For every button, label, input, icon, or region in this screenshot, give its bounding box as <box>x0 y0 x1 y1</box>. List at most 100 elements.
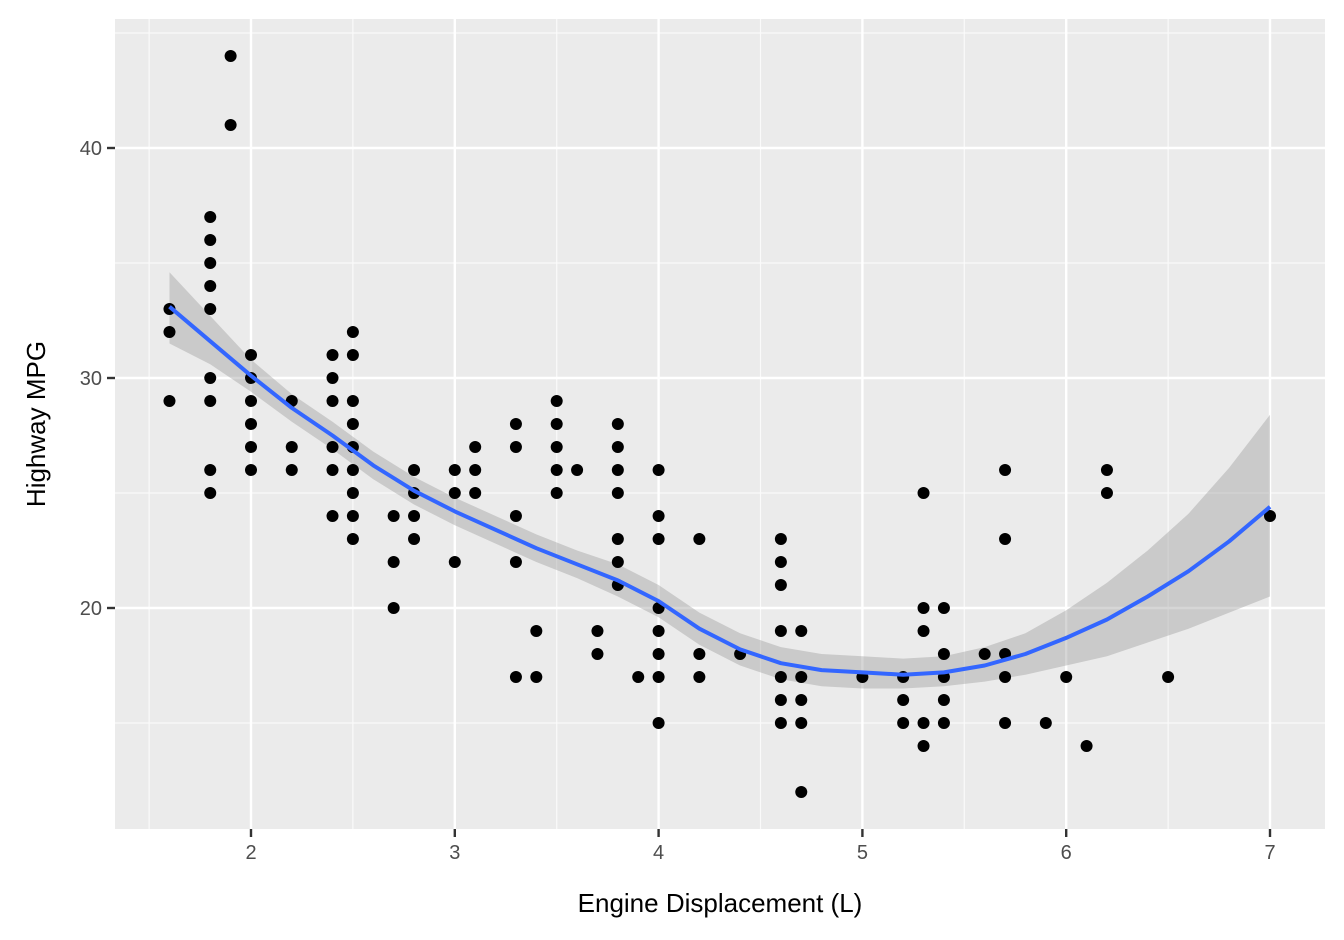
data-point <box>346 349 359 361</box>
x-tick-label: 2 <box>245 842 256 864</box>
x-axis-title: Engine Displacement (L) <box>578 888 863 918</box>
data-point <box>224 50 237 62</box>
data-point <box>937 648 950 660</box>
data-point <box>550 487 563 499</box>
data-point <box>204 303 217 315</box>
data-point <box>326 441 339 453</box>
data-point <box>693 533 706 545</box>
loess-line <box>168 305 1272 677</box>
data-point <box>774 694 787 706</box>
data-point <box>346 487 359 499</box>
data-point <box>917 602 930 614</box>
data-point <box>611 464 624 476</box>
data-point <box>937 694 950 706</box>
data-point <box>408 533 421 545</box>
data-point <box>530 671 543 683</box>
data-point <box>550 395 563 407</box>
data-point <box>204 234 217 246</box>
data-point <box>326 372 339 384</box>
data-point <box>1100 464 1113 476</box>
data-point <box>550 418 563 430</box>
data-point <box>937 717 950 729</box>
data-point <box>387 602 400 614</box>
data-point <box>163 326 176 338</box>
data-point <box>550 441 563 453</box>
data-point <box>917 740 930 752</box>
data-point <box>795 694 808 706</box>
data-point <box>632 671 645 683</box>
data-point <box>611 556 624 568</box>
data-point <box>652 510 665 522</box>
data-point <box>326 395 339 407</box>
data-point <box>245 395 257 407</box>
data-point <box>774 671 787 683</box>
data-point <box>1162 671 1175 683</box>
data-point <box>611 487 624 499</box>
data-point <box>1080 740 1093 752</box>
data-point <box>652 464 665 476</box>
data-point <box>509 418 522 430</box>
data-point <box>897 717 910 729</box>
confidence-ribbon <box>169 272 1270 689</box>
data-point <box>326 464 339 476</box>
data-point <box>774 556 787 568</box>
data-point <box>978 648 991 660</box>
data-point <box>530 625 543 637</box>
data-point <box>999 464 1012 476</box>
data-point <box>611 441 624 453</box>
data-point <box>509 556 522 568</box>
data-point <box>448 487 461 499</box>
x-axis: 2 3 4 5 6 7 <box>245 829 1276 864</box>
data-point <box>652 533 665 545</box>
data-point <box>652 717 665 729</box>
y-tick-label: 40 <box>80 138 102 160</box>
data-point <box>448 464 461 476</box>
data-point <box>652 625 665 637</box>
data-point <box>611 418 624 430</box>
data-point <box>611 533 624 545</box>
y-tick-label: 30 <box>80 368 102 390</box>
data-point <box>469 441 482 453</box>
data-point <box>204 257 217 269</box>
data-point <box>204 372 217 384</box>
data-point <box>346 464 359 476</box>
x-tick-label: 4 <box>653 842 664 864</box>
x-tick-label: 7 <box>1264 842 1275 864</box>
x-tick-label: 5 <box>857 842 868 864</box>
data-point <box>917 717 930 729</box>
data-point <box>469 487 482 499</box>
data-point <box>550 464 563 476</box>
data-point <box>652 671 665 683</box>
data-point <box>652 648 665 660</box>
data-point <box>245 441 257 453</box>
data-point <box>408 464 421 476</box>
data-point <box>509 671 522 683</box>
data-point <box>285 441 298 453</box>
data-point <box>509 441 522 453</box>
data-point <box>774 533 787 545</box>
y-axis-title: Highway MPG <box>21 341 51 507</box>
data-point <box>285 464 298 476</box>
data-point <box>509 510 522 522</box>
data-point <box>774 717 787 729</box>
data-point <box>387 556 400 568</box>
data-point <box>448 556 461 568</box>
ribbon-area <box>169 272 1270 689</box>
data-point <box>999 671 1012 683</box>
data-point <box>1264 510 1276 522</box>
data-point <box>326 349 339 361</box>
data-point <box>346 395 359 407</box>
data-point <box>408 510 421 522</box>
data-point <box>999 717 1012 729</box>
data-point <box>591 625 604 637</box>
data-point <box>795 786 808 798</box>
data-points <box>163 50 1276 798</box>
data-point <box>204 280 217 292</box>
x-tick-label: 3 <box>449 842 460 864</box>
data-point <box>795 625 808 637</box>
data-point <box>326 510 339 522</box>
data-point <box>795 671 808 683</box>
data-point <box>245 418 257 430</box>
data-point <box>693 648 706 660</box>
